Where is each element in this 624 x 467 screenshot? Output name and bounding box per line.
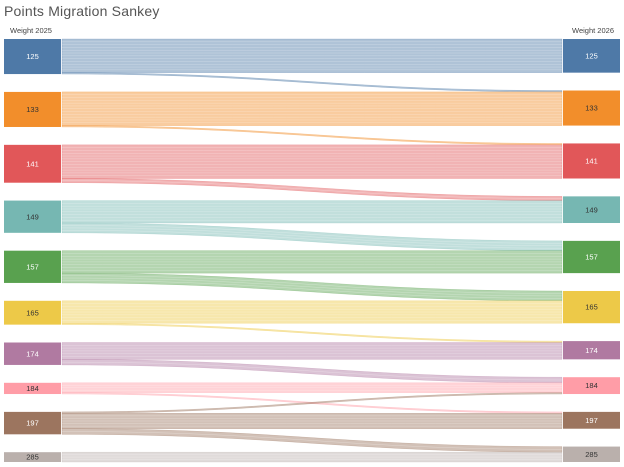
left-node-133: 133 xyxy=(4,91,61,127)
left-node-bar-149 xyxy=(4,200,61,233)
left-node-bar-174 xyxy=(4,342,61,365)
right-node-label-165: 165 xyxy=(585,303,598,312)
flow-125-to-133 xyxy=(61,72,563,93)
right-node-bar-157 xyxy=(563,240,620,274)
right-node-bar-133 xyxy=(563,90,620,126)
right-node-184: 184 xyxy=(563,377,620,395)
left-node-141: 141 xyxy=(4,144,61,183)
left-node-label-174: 174 xyxy=(26,349,39,358)
chart-title: Points Migration Sankey xyxy=(4,3,160,19)
right-node-157: 157 xyxy=(563,240,620,274)
left-node-bar-184 xyxy=(4,382,61,395)
flow-197-to-184 xyxy=(61,392,563,414)
flow-stripe xyxy=(61,361,563,381)
right-node-bar-141 xyxy=(563,143,620,179)
flow-stripe xyxy=(61,230,563,249)
right-node-label-133: 133 xyxy=(585,104,598,113)
flow-stripe xyxy=(61,227,563,247)
right-node-165: 165 xyxy=(563,290,620,324)
flow-stripe xyxy=(61,225,563,244)
right-axis-title: Weight 2026 xyxy=(572,26,614,35)
right-node-label-141: 141 xyxy=(585,157,598,166)
left-node-165: 165 xyxy=(4,300,61,325)
flows-layer xyxy=(61,38,563,463)
left-node-bar-157 xyxy=(4,250,61,283)
flow-197-to-197 xyxy=(61,413,563,429)
flow-165-to-165 xyxy=(61,300,563,324)
left-node-label-157: 157 xyxy=(26,262,39,271)
left-node-149: 149 xyxy=(4,200,61,233)
right-node-bar-125 xyxy=(563,39,620,73)
right-node-label-157: 157 xyxy=(585,253,598,262)
flow-125-to-125 xyxy=(61,38,563,73)
flow-157-to-157 xyxy=(61,250,563,274)
left-node-label-165: 165 xyxy=(26,308,39,317)
left-node-184: 184 xyxy=(4,382,61,395)
left-node-label-125: 125 xyxy=(26,52,39,61)
right-node-label-125: 125 xyxy=(585,51,598,60)
flow-174-to-174 xyxy=(61,342,563,360)
left-node-157: 157 xyxy=(4,250,61,283)
left-node-bar-285 xyxy=(4,452,61,462)
right-node-bar-184 xyxy=(563,377,620,395)
flow-stripe xyxy=(61,275,563,294)
right-node-bar-149 xyxy=(563,196,620,224)
flow-141-to-141 xyxy=(61,144,563,179)
left-node-label-141: 141 xyxy=(26,159,39,168)
right-node-label-149: 149 xyxy=(585,205,598,214)
left-node-label-197: 197 xyxy=(26,419,39,428)
right-node-197: 197 xyxy=(563,411,620,429)
left-node-bar-125 xyxy=(4,39,61,75)
left-node-label-149: 149 xyxy=(26,212,39,221)
right-node-285: 285 xyxy=(563,446,620,462)
left-node-bar-197 xyxy=(4,411,61,435)
flow-149-to-149 xyxy=(61,200,563,224)
right-node-125: 125 xyxy=(563,39,620,73)
flow-stripe xyxy=(61,277,563,297)
flow-285-to-285 xyxy=(61,451,563,463)
right-node-141: 141 xyxy=(563,143,620,179)
left-node-bar-165 xyxy=(4,300,61,325)
flow-133-to-133 xyxy=(61,91,563,126)
left-node-125: 125 xyxy=(4,39,61,75)
flow-165-to-174 xyxy=(61,323,563,343)
nodes-layer: 125 125 133 133 141 141 149 149 157 157 165 165 174 1… xyxy=(4,39,620,462)
left-axis-title: Weight 2025 xyxy=(10,26,52,35)
left-node-label-133: 133 xyxy=(26,105,39,114)
left-node-label-285: 285 xyxy=(26,453,39,462)
right-node-174: 174 xyxy=(563,341,620,360)
right-node-label-197: 197 xyxy=(585,416,598,425)
right-node-149: 149 xyxy=(563,196,620,224)
left-node-285: 285 xyxy=(4,452,61,462)
right-node-bar-165 xyxy=(563,290,620,324)
flow-stripe xyxy=(61,280,563,299)
right-node-label-184: 184 xyxy=(585,381,598,390)
right-node-label-285: 285 xyxy=(585,450,598,459)
right-node-label-174: 174 xyxy=(585,346,598,355)
left-node-197: 197 xyxy=(4,411,61,435)
flow-stripe xyxy=(61,431,563,450)
left-node-label-184: 184 xyxy=(26,384,39,393)
left-node-174: 174 xyxy=(4,342,61,365)
right-node-bar-197 xyxy=(563,411,620,429)
flow-133-to-141 xyxy=(61,125,563,146)
right-node-bar-174 xyxy=(563,341,620,360)
right-node-133: 133 xyxy=(563,90,620,126)
left-node-bar-141 xyxy=(4,144,61,183)
left-node-bar-133 xyxy=(4,91,61,127)
flow-stripe xyxy=(61,180,563,199)
right-node-bar-285 xyxy=(563,446,620,462)
